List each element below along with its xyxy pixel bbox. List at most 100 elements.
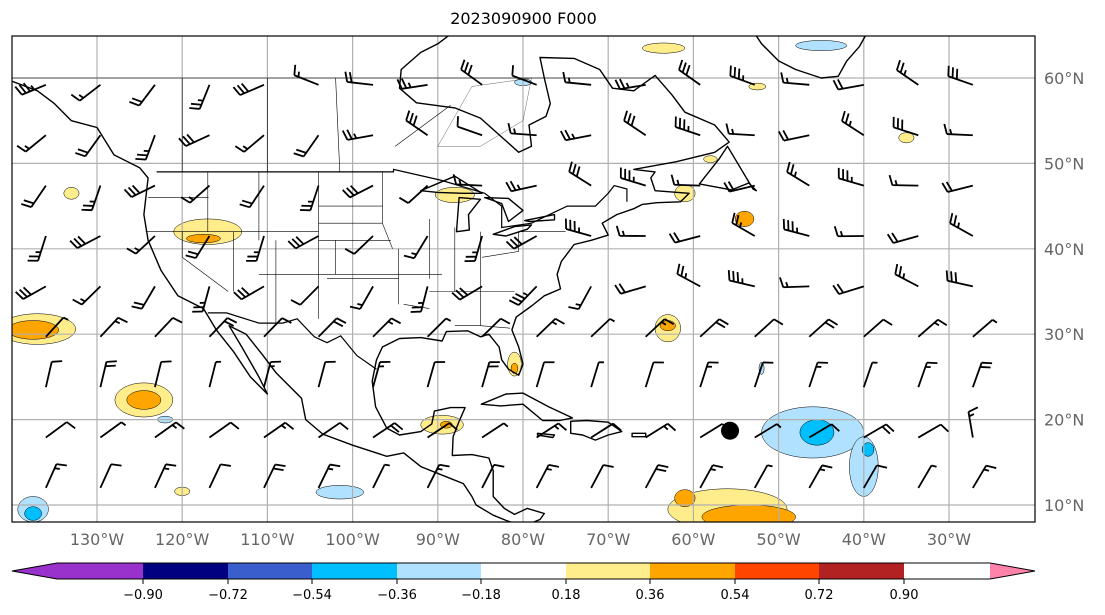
barb-feather — [126, 247, 137, 255]
barb-half-feather — [458, 179, 462, 185]
barb-feather — [451, 291, 461, 301]
barb-feather — [941, 182, 949, 193]
barb-half-feather — [676, 179, 680, 186]
barb-feather — [22, 286, 32, 296]
barb-feather — [175, 421, 185, 430]
lat-tick-label: 60°N — [1044, 69, 1084, 88]
barb-half-feather — [793, 171, 797, 177]
anomaly-contour — [24, 506, 42, 521]
barb-half-feather — [387, 320, 394, 325]
wind-barb — [896, 59, 919, 86]
colorbar-extend-min — [12, 563, 57, 579]
wind-barb — [21, 185, 47, 208]
barb-feather — [236, 84, 245, 94]
hispaniola-coastline — [570, 419, 623, 441]
barb-staff — [208, 421, 232, 439]
wind-barb — [233, 285, 265, 301]
barb-feather — [562, 71, 567, 83]
wind-barb — [75, 134, 102, 158]
wind-barb — [208, 421, 240, 439]
barb-feather — [70, 93, 81, 102]
lake-ontario — [524, 213, 556, 223]
wind-barb — [917, 464, 937, 489]
colorbar-tick-label: −0.90 — [123, 588, 163, 603]
wind-barb — [505, 235, 538, 250]
barb-half-feather — [968, 413, 975, 418]
wind-barb — [69, 235, 101, 249]
wind-barb — [568, 285, 592, 311]
barb-feather — [950, 271, 953, 282]
wind-barb — [342, 184, 374, 199]
anomaly-contour — [642, 42, 686, 54]
wind-barb — [126, 235, 156, 255]
state-border — [182, 257, 229, 292]
barb-feather — [344, 71, 349, 83]
barb-half-feather — [80, 298, 86, 303]
barb-staff — [154, 361, 163, 388]
wind-barb — [293, 64, 319, 86]
wind-barb — [464, 235, 483, 263]
barb-feather — [557, 422, 567, 431]
wind-barb — [723, 181, 755, 193]
wind-barb — [239, 185, 265, 209]
barb-feather — [725, 123, 730, 134]
barb-feather — [135, 157, 146, 161]
map-frame — [11, 35, 1036, 523]
lat-tick-label: 30°N — [1044, 325, 1084, 344]
barb-feather — [554, 317, 565, 325]
wind-barb — [808, 318, 839, 338]
barb-feather — [940, 423, 950, 433]
barb-feather — [680, 265, 685, 277]
wind-barb — [536, 317, 565, 338]
barb-feather — [448, 422, 458, 431]
wind-barb — [619, 167, 646, 187]
wind-barb — [832, 283, 865, 295]
wind-barb — [644, 464, 669, 489]
wind-barb — [481, 463, 505, 489]
lat-tick-label: 20°N — [1044, 411, 1084, 430]
barb-feather — [729, 65, 732, 76]
barb-staff — [45, 421, 68, 439]
barb-feather — [405, 110, 411, 121]
colorbar: −0.90 −0.72 −0.54 −0.36 −0.18 0.18 0.36 0.54 0.7… — [11, 562, 1036, 603]
barb-feather — [568, 161, 573, 172]
wind-barb — [232, 82, 265, 96]
wind-barb — [372, 463, 390, 489]
wind-barb — [287, 235, 319, 250]
barb-feather — [837, 79, 844, 90]
barb-staff — [917, 465, 933, 489]
barb-half-feather — [114, 320, 121, 325]
barb-feather — [943, 123, 948, 135]
barb-feather — [668, 233, 676, 244]
wind-barb — [917, 361, 938, 388]
barb-feather — [505, 181, 513, 192]
wind-barb — [317, 317, 347, 338]
barb-feather — [186, 133, 195, 143]
barb-half-feather — [242, 145, 248, 150]
barb-feather — [981, 361, 993, 365]
barb-feather — [185, 254, 196, 259]
barb-feather — [412, 115, 418, 126]
lon-tick-label: 40°W — [842, 530, 886, 549]
wind-barb — [15, 285, 47, 300]
barb-staff — [644, 362, 655, 388]
barb-feather — [937, 318, 948, 326]
wind-barb — [70, 84, 101, 102]
anomaly-contour — [703, 155, 718, 163]
wind-barbs — [14, 59, 998, 489]
colorbar-tick-label: −0.36 — [377, 588, 417, 603]
wind-barb — [263, 463, 286, 489]
wind-barb — [452, 174, 483, 187]
wind-barb — [753, 361, 774, 388]
wind-barb — [753, 464, 773, 489]
barb-feather — [778, 130, 785, 142]
jamaica-coastline — [536, 432, 556, 439]
lake-michigan — [455, 196, 482, 233]
barb-half-feather — [24, 145, 30, 150]
colorbar-tick-label: −0.72 — [208, 588, 248, 603]
wind-barb — [894, 263, 919, 288]
wind-barb — [317, 360, 336, 388]
barb-staff — [808, 423, 833, 439]
barb-feather — [612, 422, 622, 432]
newfoundland-coastline — [698, 145, 758, 192]
